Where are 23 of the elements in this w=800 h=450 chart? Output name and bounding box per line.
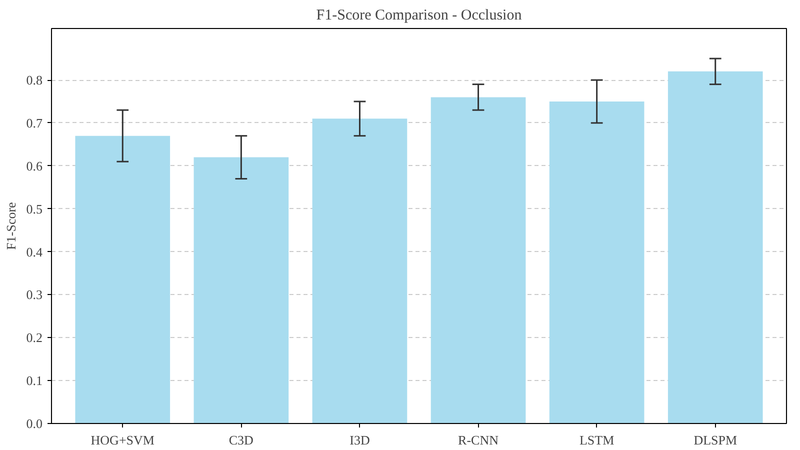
y-axis-title: F1-Score <box>3 202 18 250</box>
y-tick-label: 0.2 <box>26 330 42 346</box>
x-tick-label: R-CNN <box>458 432 500 448</box>
bar <box>312 118 408 424</box>
y-tick-label: 0.8 <box>26 72 42 88</box>
bar <box>194 157 289 424</box>
y-tick-label: 0.5 <box>26 201 42 216</box>
y-tick-label: 0.4 <box>26 244 43 260</box>
bar <box>549 101 644 424</box>
y-tick-label: 0.7 <box>26 115 43 130</box>
y-tick-label: 0.6 <box>26 158 43 174</box>
x-tick-label: HOG+SVM <box>90 432 155 448</box>
bar <box>668 71 763 424</box>
x-tick-label: I3D <box>350 432 370 448</box>
x-tick-label: LSTM <box>579 432 615 448</box>
bar <box>430 97 526 424</box>
x-tick-label: C3D <box>228 432 254 448</box>
chart-title: F1-Score Comparison - Occlusion <box>316 8 522 24</box>
x-tick-label: DLSPM <box>694 432 738 448</box>
bar <box>75 136 170 424</box>
y-tick-label: 0.0 <box>26 416 42 431</box>
y-tick-label: 0.1 <box>26 373 42 388</box>
y-tick-label: 0.3 <box>26 287 42 302</box>
